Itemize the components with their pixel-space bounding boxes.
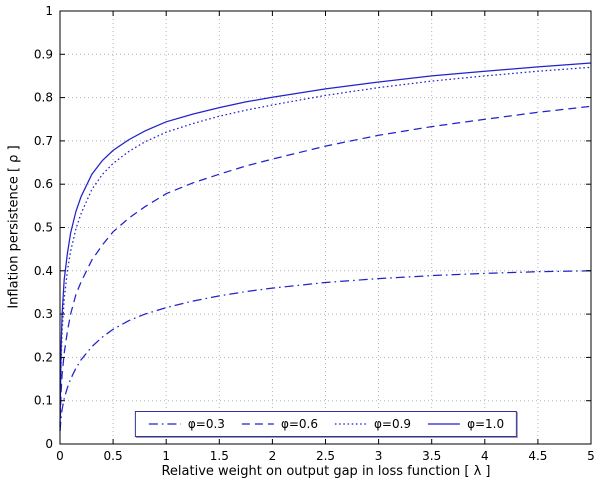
y-axis-label: Inflation persistence [ ρ ] — [6, 145, 22, 309]
x-tick-label: 4 — [481, 449, 489, 463]
series-line-3 — [59, 62, 592, 427]
legend-label: φ=0.3 — [187, 417, 225, 431]
legend-item: φ=0.6 — [241, 417, 318, 431]
x-tick-label: 4.5 — [528, 449, 547, 463]
y-tick-label: 0.1 — [34, 394, 53, 408]
x-tick-label: 3.5 — [422, 449, 441, 463]
y-tick-label: 0.2 — [34, 350, 53, 364]
y-tick-label: 0.7 — [34, 134, 53, 148]
legend-line-sample-icon — [148, 423, 181, 425]
legend-line-sample-icon — [241, 423, 274, 425]
x-tick-label: 1.5 — [210, 449, 229, 463]
y-tick-label: 0.8 — [34, 91, 53, 105]
x-tick-label: 3 — [375, 449, 383, 463]
series-line-2 — [59, 66, 592, 427]
y-tick-label: 0.6 — [34, 177, 53, 191]
y-tick-label: 0 — [45, 437, 53, 451]
legend-line-sample-icon — [428, 423, 461, 425]
legend-item: φ=1.0 — [427, 417, 504, 431]
x-tick-label: 5 — [587, 449, 595, 463]
x-tick-label: 2.5 — [316, 449, 335, 463]
series-line-0 — [59, 270, 592, 432]
y-tick-label: 0.4 — [34, 264, 53, 278]
legend: φ=0.3 φ=0.6 φ=0.9 φ=1.0 — [134, 411, 518, 437]
y-tick-label: 1 — [45, 4, 53, 18]
legend-line-sample-icon — [335, 423, 367, 425]
x-tick-label: 0.5 — [104, 449, 123, 463]
x-tick-label: 0 — [56, 449, 64, 463]
y-tick-label: 0.9 — [34, 47, 53, 61]
legend-label: φ=1.0 — [467, 417, 505, 431]
y-tick-label: 0.3 — [34, 307, 53, 321]
series-line-1 — [59, 105, 592, 432]
x-tick-label: 2 — [269, 449, 277, 463]
y-tick-label: 0.5 — [34, 221, 53, 235]
legend-label: φ=0.6 — [280, 417, 318, 431]
x-tick-label: 1 — [162, 449, 170, 463]
legend-item: φ=0.9 — [334, 417, 411, 431]
x-axis-label: Relative weight on output gap in loss fu… — [161, 464, 491, 479]
legend-item: φ=0.3 — [148, 417, 225, 431]
legend-label: φ=0.9 — [374, 417, 412, 431]
